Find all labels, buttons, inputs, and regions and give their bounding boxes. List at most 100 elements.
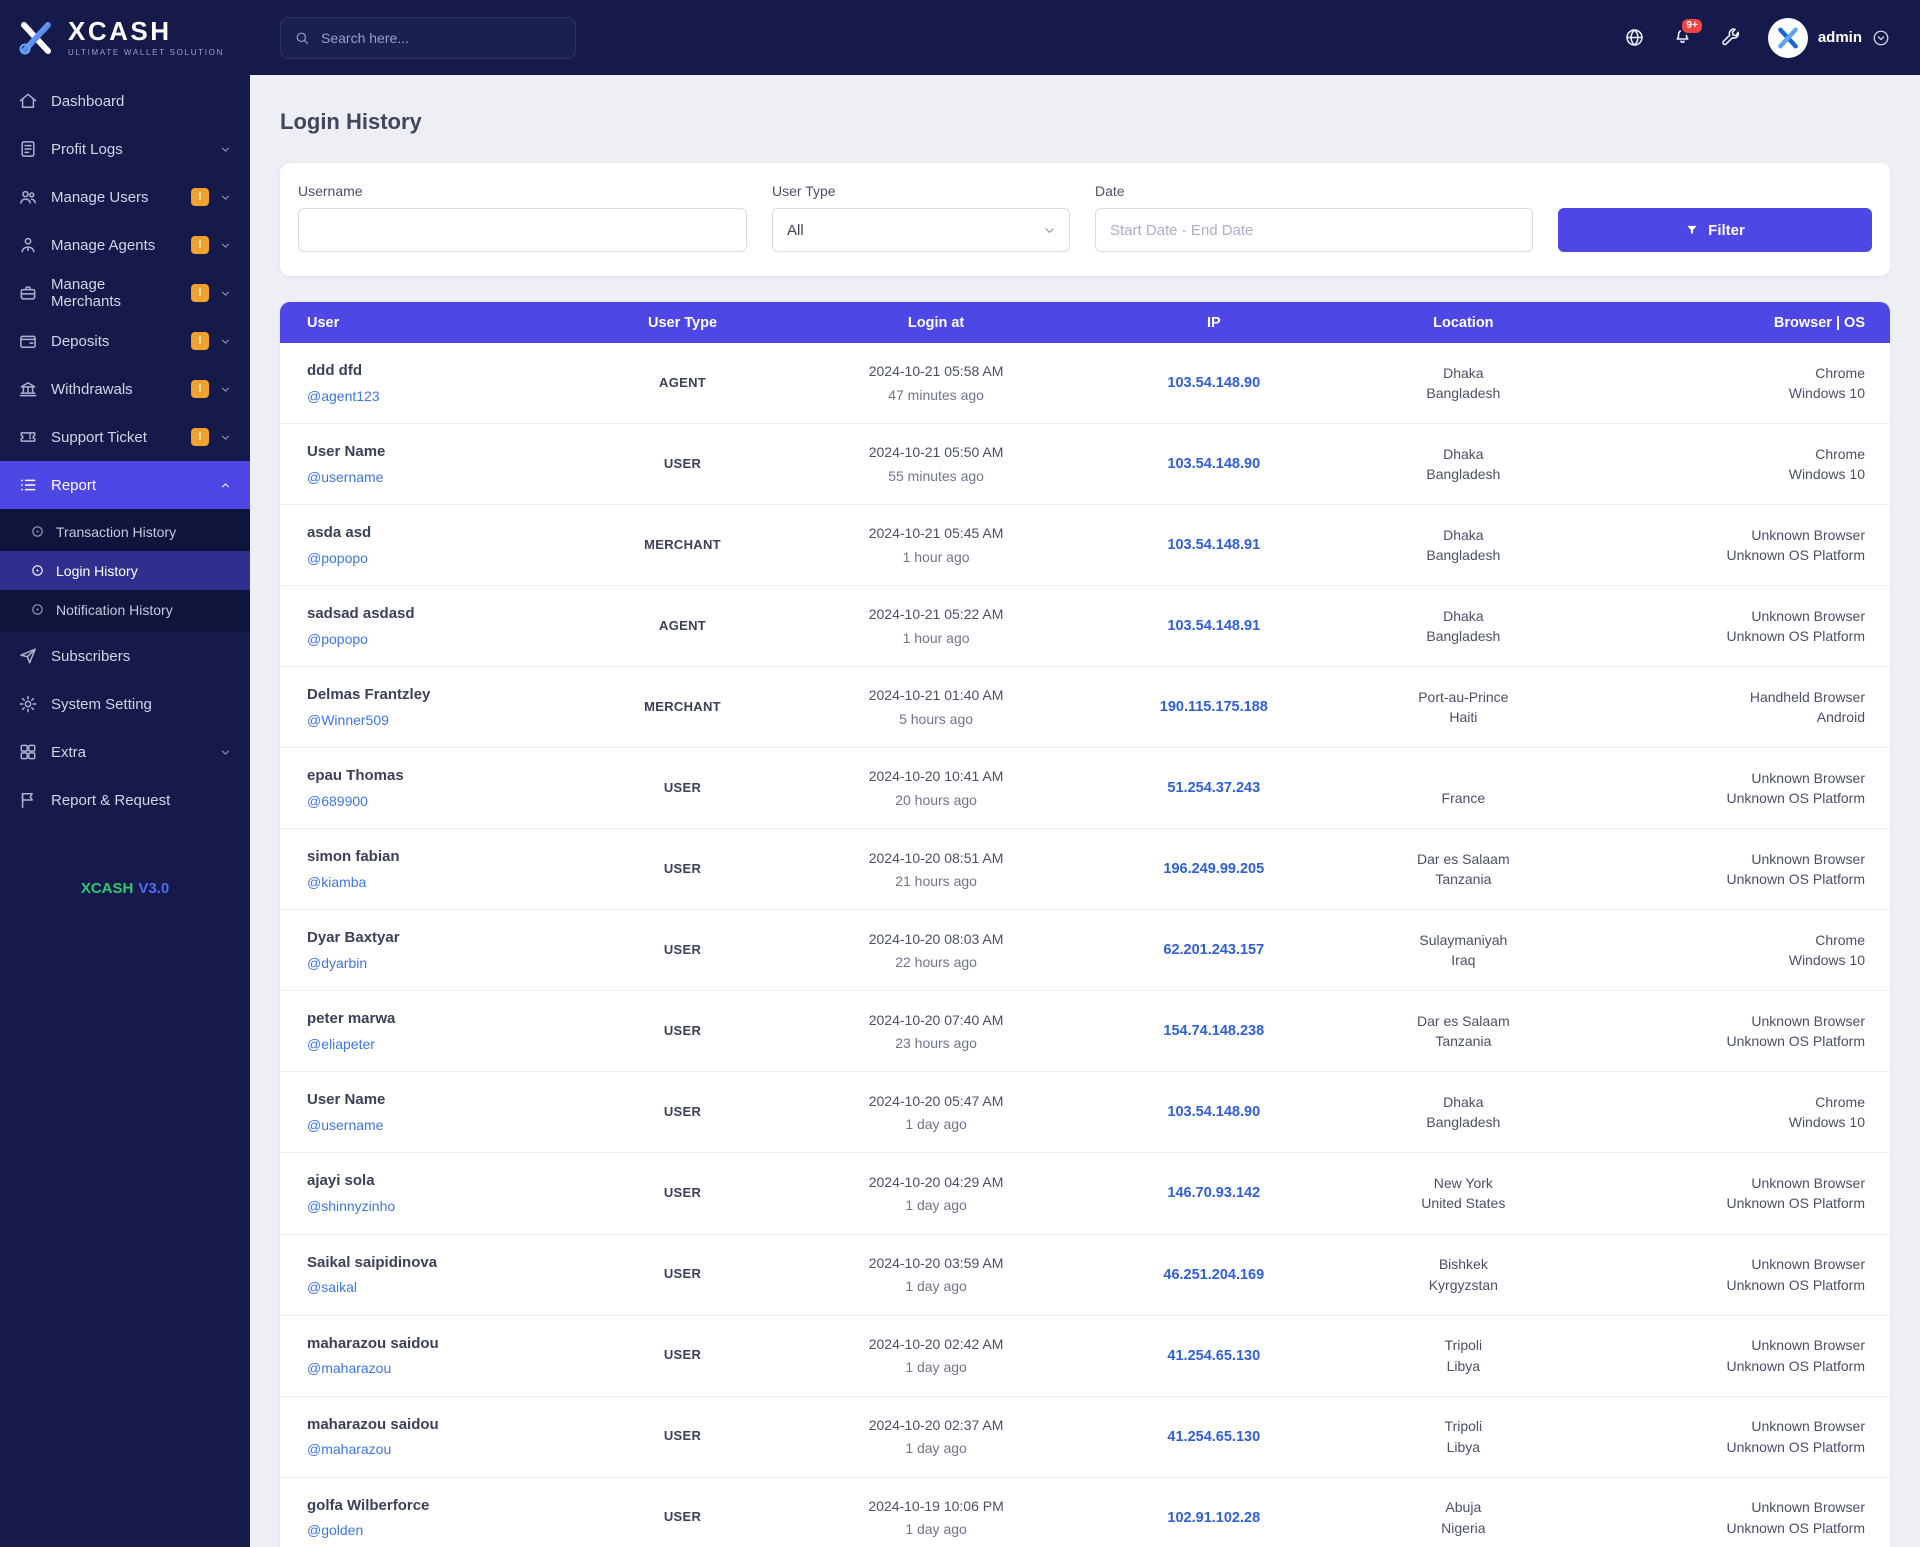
table-row: golfa Wilberforce @golden USER 2024-10-1…	[280, 1477, 1890, 1547]
username-input[interactable]	[298, 208, 747, 252]
sidebar-item-dashboard[interactable]: Dashboard	[0, 77, 250, 125]
ip-link[interactable]: 196.249.99.205	[1163, 861, 1265, 878]
notifications-button[interactable]: 9+	[1672, 16, 1704, 51]
ip-link[interactable]: 103.54.148.90	[1167, 375, 1261, 392]
merchant-icon	[18, 283, 38, 303]
date-range-input[interactable]	[1095, 208, 1533, 252]
browser-name: Chrome	[1815, 932, 1865, 949]
os-name: Unknown OS Platform	[1726, 1033, 1866, 1050]
sidebar-item-report[interactable]: Report	[0, 461, 250, 509]
search-input[interactable]	[319, 28, 562, 47]
sidebar-item-withdrawals[interactable]: Withdrawals!	[0, 365, 250, 413]
main-content: Login History Username User Type All Dat…	[250, 75, 1920, 1547]
browser-name: Chrome	[1815, 364, 1865, 381]
sidebar-item-support-ticket[interactable]: Support Ticket!	[0, 413, 250, 461]
ip-link[interactable]: 62.201.243.157	[1163, 942, 1265, 959]
browser-name: Unknown Browser	[1751, 1499, 1865, 1516]
sidebar-item-system-setting[interactable]: System Setting	[0, 680, 250, 728]
user-username-link[interactable]: @Winner509	[307, 711, 389, 728]
sidebar-item-manage-agents[interactable]: Manage Agents!	[0, 221, 250, 269]
ip-link[interactable]: 51.254.37.243	[1167, 780, 1261, 797]
browser-name: Unknown Browser	[1751, 1418, 1865, 1435]
sidebar-item-manage-users[interactable]: Manage Users!	[0, 173, 250, 221]
sidebar-subitem-login-history[interactable]: Login History	[0, 551, 250, 590]
sidebar-item-subscribers[interactable]: Subscribers	[0, 632, 250, 680]
sidebar-item-label: Manage Agents	[51, 236, 156, 254]
location-country: Tanzania	[1435, 1033, 1492, 1050]
ip-link[interactable]: 103.54.148.91	[1167, 537, 1261, 554]
search-box[interactable]	[280, 16, 576, 59]
sidebar-item-profit-logs[interactable]: Profit Logs	[0, 125, 250, 173]
filter-button[interactable]: Filter	[1558, 208, 1872, 252]
user-username-link[interactable]: @saikal	[307, 1279, 358, 1296]
sidebar-item-manage-merchants[interactable]: Manage Merchants!	[0, 269, 250, 317]
ip-link[interactable]: 103.54.148.91	[1167, 618, 1261, 635]
sidebar-item-deposits[interactable]: Deposits!	[0, 317, 250, 365]
user-username-link[interactable]: @maharazou	[307, 1360, 392, 1377]
ip-link[interactable]: 103.54.148.90	[1167, 456, 1261, 473]
ip-cell: 103.54.148.91	[1068, 585, 1359, 668]
user-username-link[interactable]: @popopo	[307, 630, 368, 647]
table-row: Delmas Frantzley @Winner509 MERCHANT 202…	[280, 666, 1890, 749]
sidebar-item-label: System Setting	[51, 695, 152, 713]
sidebar-item-extra[interactable]: Extra	[0, 728, 250, 776]
sidebar-subitem-notification-history[interactable]: Notification History	[0, 590, 250, 629]
table-row: epau Thomas @689900 USER 2024-10-20 10:4…	[280, 747, 1890, 830]
location-city: Abuja	[1445, 1499, 1482, 1516]
user-username-link[interactable]: @username	[307, 1117, 384, 1134]
nav-item-right	[219, 143, 232, 156]
brand[interactable]: XCASH ULTIMATE WALLET SOLUTION	[0, 0, 250, 75]
login-ago: 1 day ago	[905, 1196, 967, 1213]
login-at-cell: 2024-10-20 02:37 AM 1 day ago	[803, 1396, 1069, 1478]
login-at-cell: 2024-10-20 08:03 AM 22 hours ago	[803, 909, 1069, 992]
login-history-table: User User Type Login at IP Location Brow…	[280, 302, 1890, 1547]
user-username-link[interactable]: @eliapeter	[307, 1036, 375, 1053]
user-username-link[interactable]: @shinnyzinho	[307, 1198, 396, 1215]
chevron-down-icon	[219, 383, 232, 396]
table-row: peter marwa @eliapeter USER 2024-10-20 0…	[280, 990, 1890, 1073]
ip-link[interactable]: 154.74.148.238	[1163, 1023, 1265, 1040]
ip-link[interactable]: 41.254.65.130	[1167, 1347, 1261, 1364]
login-time: 2024-10-20 03:59 AM	[868, 1254, 1004, 1271]
user-username-link[interactable]: @username	[307, 468, 384, 485]
globe-icon[interactable]	[1624, 27, 1645, 48]
user-fullname: ajayi sola	[307, 1172, 375, 1190]
ip-link[interactable]: 190.115.175.188	[1159, 699, 1268, 716]
user-type-cell: USER	[561, 423, 804, 506]
login-ago: 47 minutes ago	[888, 386, 984, 403]
wrench-icon[interactable]	[1720, 27, 1741, 48]
nav-item-right: !	[191, 284, 232, 302]
usertype-select[interactable]: All	[772, 208, 1070, 252]
location-cell: Dar es Salaam Tanzania	[1358, 990, 1568, 1073]
ip-link[interactable]: 41.254.65.130	[1167, 1428, 1261, 1445]
user-cell: asda asd @popopo	[280, 504, 562, 587]
user-username-link[interactable]: @689900	[307, 792, 368, 809]
ip-link[interactable]: 103.54.148.90	[1167, 1104, 1261, 1121]
ip-link[interactable]: 146.70.93.142	[1167, 1185, 1261, 1202]
user-username-link[interactable]: @agent123	[307, 387, 380, 404]
ip-link[interactable]: 102.91.102.28	[1167, 1509, 1261, 1526]
os-name: Windows 10	[1788, 952, 1865, 969]
profile-menu[interactable]: admin	[1767, 17, 1890, 58]
user-username-link[interactable]: @maharazou	[307, 1441, 392, 1458]
browser-os-cell: Unknown Browser Unknown OS Platform	[1567, 585, 1890, 668]
user-username-link[interactable]: @golden	[307, 1522, 364, 1539]
nav-item-right: !	[191, 236, 232, 254]
user-username-link[interactable]: @kiamba	[307, 874, 367, 891]
sidebar-subitem-transaction-history[interactable]: Transaction History	[0, 512, 250, 551]
ip-link[interactable]: 46.251.204.169	[1163, 1266, 1265, 1283]
login-time: 2024-10-21 05:45 AM	[868, 525, 1004, 542]
user-fullname: maharazou saidou	[307, 1334, 439, 1352]
sidebar-item-report-request[interactable]: Report & Request	[0, 776, 250, 824]
login-ago: 23 hours ago	[895, 1034, 977, 1051]
filter-button-wrap: Filter	[1558, 208, 1872, 252]
ip-cell: 196.249.99.205	[1068, 828, 1359, 911]
user-fullname: epau Thomas	[307, 767, 404, 785]
login-ago: 1 day ago	[905, 1115, 967, 1132]
grid-icon	[18, 742, 38, 762]
location-city: Dhaka	[1443, 607, 1484, 624]
user-username-link[interactable]: @popopo	[307, 549, 368, 566]
table-row: Saikal saipidinova @saikal USER 2024-10-…	[280, 1234, 1890, 1316]
sidebar-item-label: Manage Users	[51, 188, 149, 206]
user-username-link[interactable]: @dyarbin	[307, 955, 368, 972]
